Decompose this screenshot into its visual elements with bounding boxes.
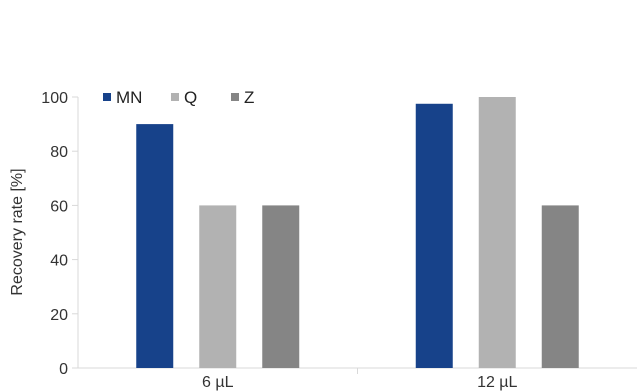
x-axis: 6 µL 12 µL [78,367,637,391]
y-axis: 0 20 40 60 80 100 [41,90,79,378]
bar-q [199,205,237,368]
x-tick-label: 6 µL [202,374,234,391]
legend: MN Q Z [103,88,254,107]
legend-label: Z [244,88,254,107]
y-tick-label: 100 [41,90,68,107]
x-tick-label: 12 µL [477,374,517,391]
bar-z [262,205,300,368]
y-axis-title: Recovery rate [%] [9,168,26,295]
bar-z [541,205,579,368]
legend-swatch [171,93,179,101]
y-tick-label: 40 [50,253,68,270]
y-tick-label: 20 [50,307,68,324]
legend-label: MN [116,88,142,107]
y-tick-label: 80 [50,144,68,161]
bar-mn [136,124,174,368]
legend-swatch [103,93,111,101]
legend-swatch [231,93,239,101]
bars [136,97,579,369]
bar-mn [415,103,453,369]
y-tick-label: 0 [59,361,68,378]
bar-q [478,97,516,368]
y-tick-label: 60 [50,198,68,215]
legend-label: Q [184,88,197,107]
